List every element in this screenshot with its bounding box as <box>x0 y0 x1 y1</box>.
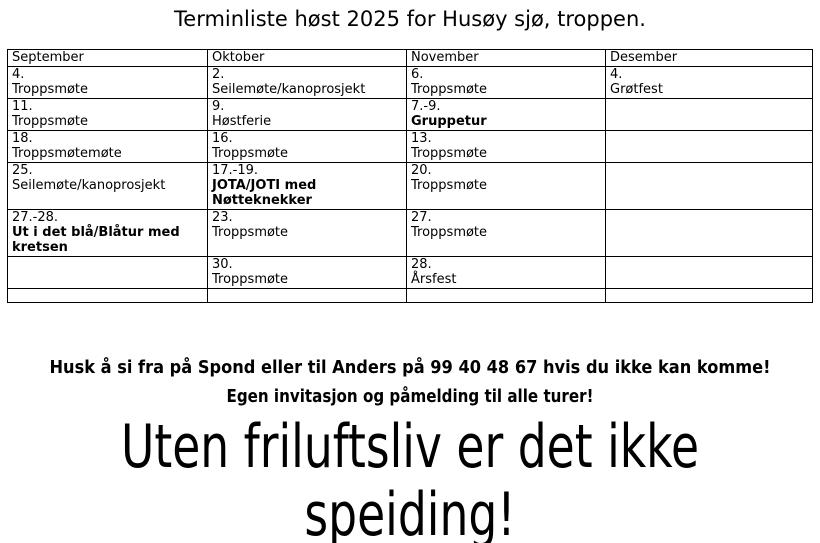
cell-date: 27. <box>411 210 432 225</box>
table-row: 27.-28. Ut i det blå/Blåtur med kretsen 23… <box>7 209 813 257</box>
cell-event: Seilemøte/kanoprosjekt <box>12 178 166 193</box>
table-row: 25. Seilemøte/kanoprosjekt 17.-19. JOTA/JOT… <box>7 162 813 210</box>
cell-date: 6. <box>411 67 424 82</box>
schedule-cell: 13. Troppsmøte <box>406 130 606 163</box>
cell-event: JOTA/JOTI med Nøtteknekker <box>212 178 317 208</box>
cell-date: 30. <box>212 257 233 272</box>
reminder-invitation-note: Egen invitasjon og påmelding til alle tu… <box>226 386 594 407</box>
schedule-cell <box>406 288 606 303</box>
cell-date: 20. <box>411 163 432 178</box>
slogan: Uten friluftsliv er det ikke speiding! <box>0 413 820 543</box>
cell-date: 25. <box>12 163 33 178</box>
cell-event: Seilemøte/kanoprosjekt <box>212 82 366 97</box>
table-row: 11. Troppsmøte 9. Høstferie 7.-9. Gruppetur <box>7 98 813 131</box>
reminder-absence-note: Husk å si fra på Spond eller til Anders … <box>49 357 771 378</box>
document-page: Terminliste høst 2025 for Husøy sjø, tro… <box>0 5 820 543</box>
cell-event: Troppsmøte <box>411 178 488 193</box>
schedule-cell <box>7 256 208 289</box>
cell-date: 4. <box>12 67 25 82</box>
schedule-cell <box>605 130 813 163</box>
table-row: 4. Troppsmøte 2. Seilemøte/kanoprosjekt 6. Tr… <box>7 66 813 99</box>
cell-event: Troppsmøte <box>411 82 488 97</box>
schedule-cell <box>207 288 407 303</box>
table-row: 30. Troppsmøte 28. Årsfest <box>7 256 813 289</box>
cell-event: Troppsmøtemøte <box>12 146 122 161</box>
slogan-line-2: speiding! <box>304 480 516 543</box>
cell-event: Troppsmøte <box>212 272 289 287</box>
table-row <box>7 288 813 303</box>
slogan-line-1: Uten friluftsliv er det ikke <box>120 412 700 482</box>
schedule-cell: 20. Troppsmøte <box>406 162 606 210</box>
schedule-cell: 27. Troppsmøte <box>406 209 606 257</box>
cell-date: 28. <box>411 257 432 272</box>
schedule-cell <box>7 288 208 303</box>
cell-event: Grøtfest <box>610 82 663 97</box>
schedule-table-body: 4. Troppsmøte 2. Seilemøte/kanoprosjekt 6. Tr… <box>7 66 813 303</box>
cell-date: 18. <box>12 131 33 146</box>
cell-date: 4. <box>610 67 623 82</box>
cell-date: 11. <box>12 99 33 114</box>
cell-event: Høstferie <box>212 114 272 129</box>
table-row: 18. Troppsmøtemøte 16. Troppsmøte 13. Troppsm… <box>7 130 813 163</box>
schedule-cell: 17.-19. JOTA/JOTI med Nøtteknekker <box>207 162 407 210</box>
column-header-oktober: Oktober <box>207 49 407 67</box>
schedule-cell: 9. Høstferie <box>207 98 407 131</box>
schedule-cell: 7.-9. Gruppetur <box>406 98 606 131</box>
schedule-cell <box>605 209 813 257</box>
schedule-cell: 11. Troppsmøte <box>7 98 208 131</box>
cell-event: Troppsmøte <box>12 82 89 97</box>
cell-date: 16. <box>212 131 233 146</box>
schedule-cell <box>605 98 813 131</box>
cell-date: 17.-19. <box>212 163 259 178</box>
schedule-cell <box>605 288 813 303</box>
cell-date: 23. <box>212 210 233 225</box>
schedule-cell: 27.-28. Ut i det blå/Blåtur med kretsen <box>7 209 208 257</box>
cell-event: Troppsmøte <box>212 146 289 161</box>
schedule-cell: 30. Troppsmøte <box>207 256 407 289</box>
cell-event: Troppsmøte <box>411 225 488 240</box>
column-header-desember: Desember <box>605 49 813 67</box>
column-header-september: September <box>7 49 208 67</box>
cell-event: Troppsmøte <box>12 114 89 129</box>
cell-date: 9. <box>212 99 225 114</box>
schedule-cell <box>605 162 813 210</box>
cell-event: Årsfest <box>411 272 457 287</box>
table-header-row: September Oktober November Desember <box>7 49 813 67</box>
reminder-notes: Husk å si fra på Spond eller til Anders … <box>0 353 820 411</box>
cell-event: Gruppetur <box>411 114 487 129</box>
cell-date: 27.-28. <box>12 210 59 225</box>
schedule-cell: 23. Troppsmøte <box>207 209 407 257</box>
schedule-cell: 4. Troppsmøte <box>7 66 208 99</box>
cell-event: Troppsmøte <box>411 146 488 161</box>
schedule-cell: 6. Troppsmøte <box>406 66 606 99</box>
column-header-november: November <box>406 49 606 67</box>
cell-date: 13. <box>411 131 432 146</box>
schedule-cell: 2. Seilemøte/kanoprosjekt <box>207 66 407 99</box>
term-schedule-table: September Oktober November Desember 4. Tr… <box>7 49 813 303</box>
schedule-cell: 4. Grøtfest <box>605 66 813 99</box>
page-title: Terminliste høst 2025 for Husøy sjø, tro… <box>174 7 646 31</box>
cell-event: Ut i det blå/Blåtur med kretsen <box>12 225 180 255</box>
cell-event: Troppsmøte <box>212 225 289 240</box>
schedule-cell <box>605 256 813 289</box>
schedule-cell: 28. Årsfest <box>406 256 606 289</box>
schedule-cell: 18. Troppsmøtemøte <box>7 130 208 163</box>
schedule-cell: 16. Troppsmøte <box>207 130 407 163</box>
cell-date: 2. <box>212 67 225 82</box>
cell-date: 7.-9. <box>411 99 441 114</box>
schedule-cell: 25. Seilemøte/kanoprosjekt <box>7 162 208 210</box>
